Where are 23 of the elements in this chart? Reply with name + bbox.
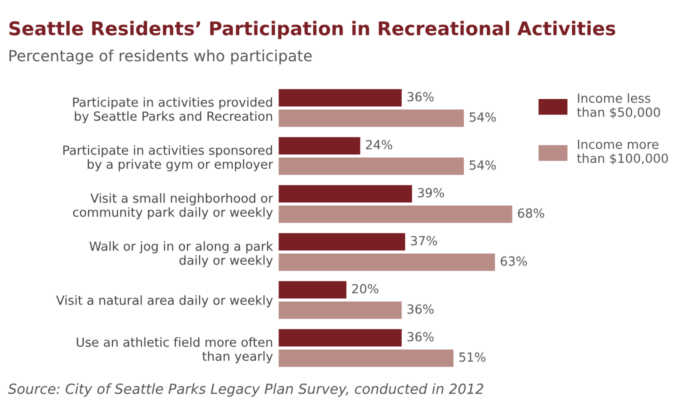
chart-subtitle: Percentage of residents who participate (10, 50, 312, 64)
legend-label: Income more than $100,000 (577, 140, 668, 165)
y-tick-label: Visit a natural area daily or weekly (56, 295, 273, 308)
y-tick-label: Use an athletic field more often than yearly (76, 337, 273, 364)
chart-title: Seattle Residents’ Participation in Recreational Activities (9, 20, 616, 40)
y-tick-label: Visit a small neighborhood or community park daily or weekly (73, 193, 274, 220)
data-label: 36% (408, 304, 434, 314)
data-label: 68% (518, 208, 544, 218)
data-label: 36% (408, 92, 434, 102)
data-label: 54% (470, 160, 496, 170)
data-label: 37% (410, 236, 438, 246)
data-label: 63% (500, 256, 527, 266)
y-tick-label: Participate in activities sponsored by a private gym or employer (63, 145, 274, 172)
data-label: 51% (459, 352, 486, 362)
y-tick-label: Walk or jog in or along a park daily or weekly (90, 241, 274, 268)
data-label: 24% (366, 140, 392, 150)
source-note: Source: City of Seattle Parks Legacy Plan Survey, conducted in 2012 (8, 383, 484, 397)
legend-label: Income less than $50,000 (577, 93, 660, 119)
data-label: 54% (470, 112, 496, 122)
data-label: 39% (418, 188, 444, 198)
y-tick-label: Participate in activities provided by Seattle Parks and Recreation (73, 97, 272, 124)
data-label: 36% (408, 332, 434, 342)
data-label: 20% (352, 284, 378, 294)
